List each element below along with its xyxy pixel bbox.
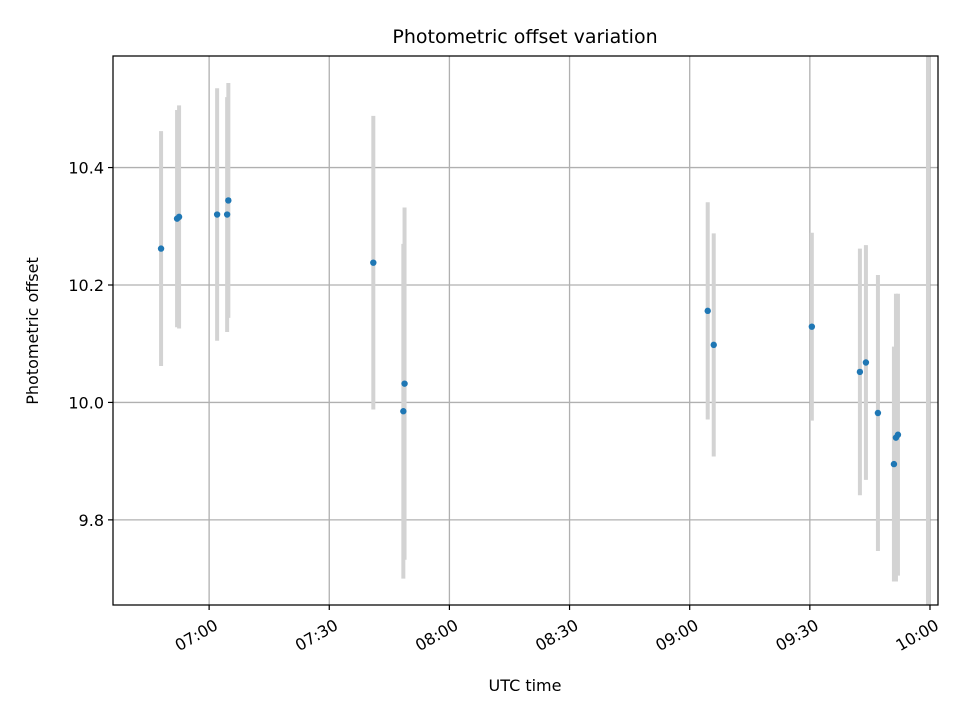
data-point (370, 259, 377, 266)
y-tick-label: 10.4 (68, 159, 104, 178)
y-tick-label: 10.2 (68, 276, 104, 295)
data-point (401, 380, 408, 387)
y-tick-label: 10.0 (68, 393, 104, 412)
data-point-layer (157, 197, 902, 468)
y-tick-label: 9.8 (79, 511, 104, 530)
data-point (808, 323, 816, 330)
x-tick-label: 10:00 (893, 615, 942, 655)
x-tick-label: 07:30 (292, 615, 341, 655)
x-tick-label: 08:30 (532, 615, 581, 655)
data-point (704, 307, 711, 315)
x-axis-title: UTC time (489, 676, 562, 695)
x-tick-label: 09:00 (652, 615, 701, 655)
error-bar-layer (159, 56, 930, 605)
data-point (874, 409, 882, 417)
x-tick-label: 09:30 (772, 615, 821, 655)
data-point (157, 245, 165, 252)
data-point (856, 368, 864, 376)
y-axis-title: Photometric offset (23, 257, 42, 405)
data-point (710, 341, 717, 349)
grid-layer (113, 56, 938, 605)
x-tick-label: 08:00 (412, 615, 461, 655)
data-point (175, 213, 183, 221)
data-point (894, 431, 902, 438)
data-point (890, 460, 898, 468)
x-tick-label: 07:00 (172, 615, 221, 655)
chart-title: Photometric offset variation (392, 26, 657, 48)
data-point (225, 197, 232, 204)
data-point (862, 359, 870, 366)
plot-area-frame (112, 55, 939, 606)
data-point (400, 408, 407, 415)
data-point (213, 211, 221, 218)
data-point (223, 211, 231, 218)
